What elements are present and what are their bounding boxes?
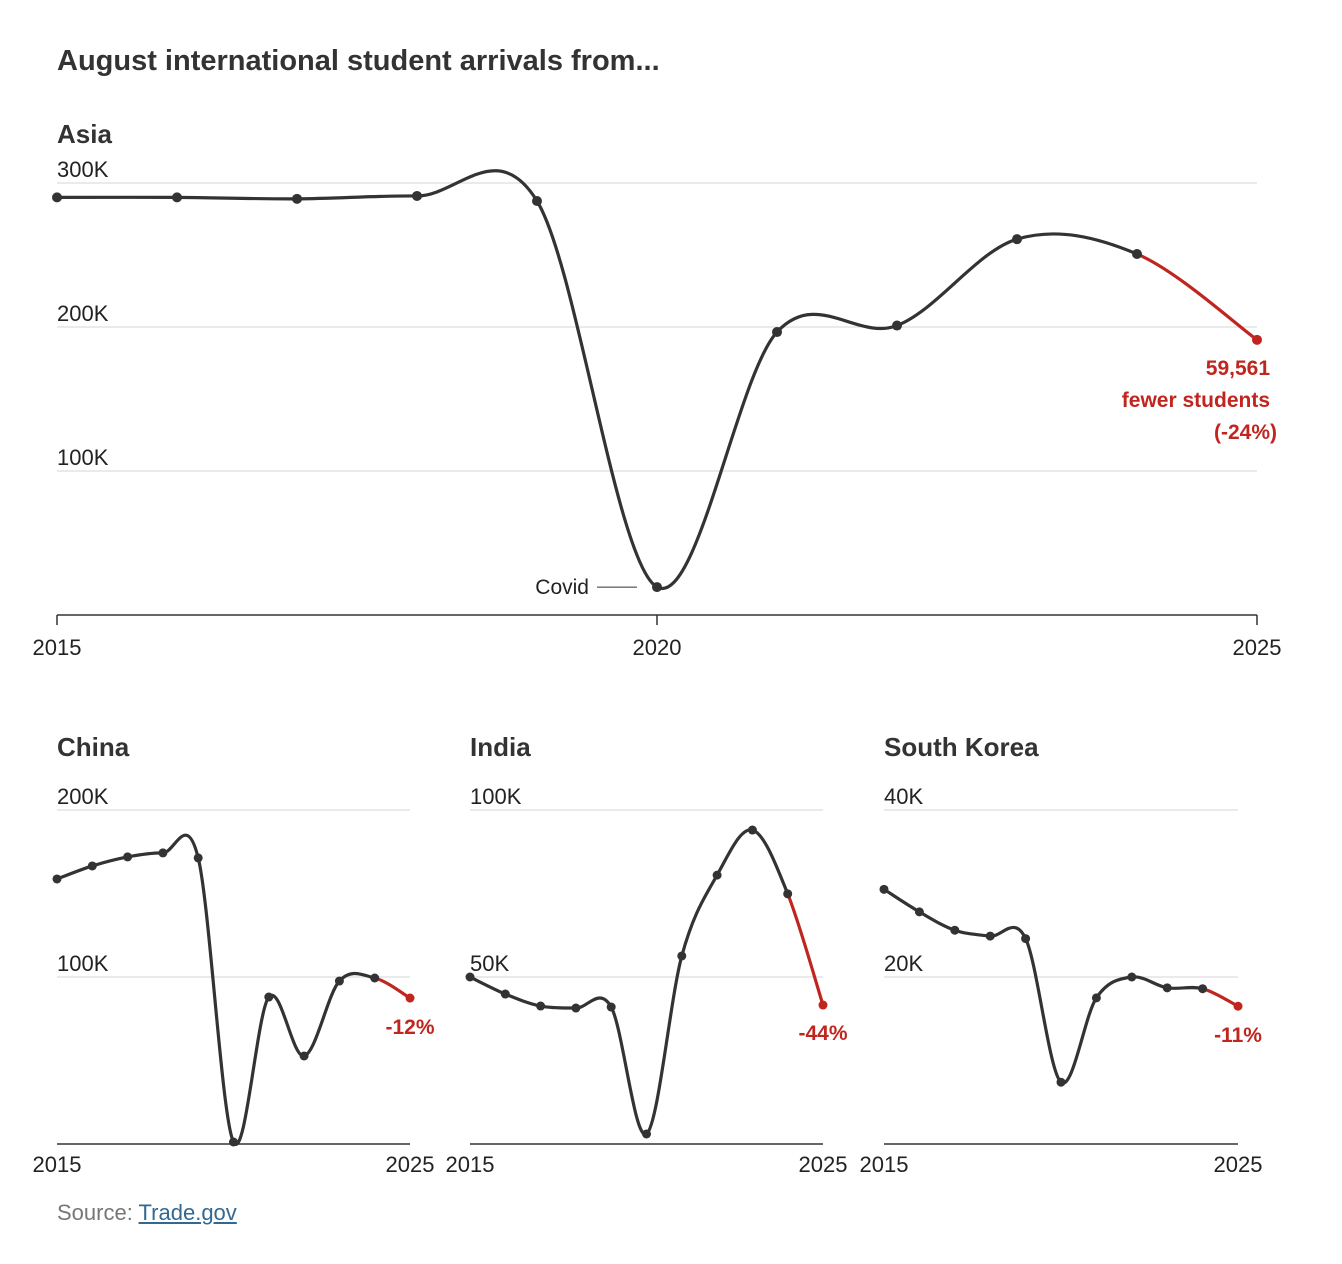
x-tick-label: 2015 bbox=[860, 1152, 909, 1177]
data-point-2015 bbox=[52, 874, 62, 884]
source-label: Source: bbox=[57, 1200, 133, 1225]
data-point-2021 bbox=[772, 327, 782, 338]
change-annotation: -12% bbox=[385, 1016, 434, 1039]
data-point-2025 bbox=[405, 993, 415, 1003]
data-point-2025 bbox=[818, 1000, 828, 1010]
data-point-2019 bbox=[606, 1002, 616, 1012]
data-point-2022 bbox=[892, 320, 902, 331]
panel-asia: Asia 100K 200K 300K 2015 2020 2025 59,561 fewer … bbox=[33, 119, 1282, 660]
panel-south-korea: South Korea 20K 40K 2015 2025 -11% bbox=[860, 732, 1263, 1177]
change-annotation: -44% bbox=[798, 1022, 847, 1045]
y-tick-label: 100K bbox=[57, 445, 109, 470]
data-point-2016 bbox=[500, 989, 510, 999]
data-point-2017 bbox=[292, 193, 302, 204]
y-tick-label: 100K bbox=[470, 784, 522, 809]
data-point-2021 bbox=[677, 951, 687, 961]
data-point-2019 bbox=[193, 853, 203, 863]
data-point-2017 bbox=[950, 925, 960, 935]
series-line bbox=[56, 833, 376, 1146]
x-tick-label: 2025 bbox=[1233, 635, 1282, 660]
y-tick-label: 20K bbox=[884, 951, 923, 976]
data-point-2015 bbox=[879, 884, 889, 894]
y-tick-label: 40K bbox=[884, 784, 923, 809]
data-point-2018 bbox=[985, 931, 995, 941]
x-tick-label: 2025 bbox=[1214, 1152, 1263, 1177]
data-point-2022 bbox=[299, 1051, 309, 1061]
x-tick-label: 2015 bbox=[446, 1152, 495, 1177]
decline-segment bbox=[1202, 987, 1239, 1008]
chart-title: August international student arrivals fr… bbox=[57, 45, 660, 77]
data-point-2022 bbox=[1127, 972, 1137, 982]
data-point-2023 bbox=[1012, 234, 1022, 245]
data-point-2019 bbox=[532, 196, 542, 206]
data-point-2020 bbox=[1056, 1077, 1066, 1087]
data-point-2022 bbox=[712, 870, 722, 880]
y-tick-label: 200K bbox=[57, 784, 109, 809]
data-point-2023 bbox=[747, 825, 757, 835]
series-line bbox=[469, 828, 790, 1136]
series-line bbox=[56, 169, 1138, 591]
decline-segment bbox=[786, 893, 825, 1006]
series-line bbox=[883, 887, 1204, 1085]
panel-title: India bbox=[470, 732, 531, 762]
panel-title: China bbox=[57, 732, 130, 762]
data-point-2024 bbox=[1198, 984, 1208, 994]
data-point-2017 bbox=[123, 852, 133, 862]
data-point-2019 bbox=[1021, 934, 1031, 944]
data-point-2016 bbox=[87, 861, 97, 871]
x-tick-label: 2025 bbox=[799, 1152, 848, 1177]
data-point-2015 bbox=[52, 192, 62, 203]
data-point-2025 bbox=[1252, 334, 1262, 345]
data-point-2020 bbox=[642, 1129, 651, 1139]
data-point-2020 bbox=[652, 582, 662, 593]
y-tick-label: 50K bbox=[470, 951, 509, 976]
panel-india: India 50K 100K 2015 2025 -44% bbox=[446, 732, 848, 1177]
x-tick-label: 2025 bbox=[386, 1152, 435, 1177]
decline-segment bbox=[374, 976, 411, 1000]
x-tick-label: 2020 bbox=[633, 635, 682, 660]
x-tick-label: 2015 bbox=[33, 635, 82, 660]
data-point-2020 bbox=[229, 1137, 238, 1147]
panel-china: China 100K 200K 2015 2025 -12% bbox=[33, 732, 435, 1177]
source-link[interactable]: Trade.gov bbox=[138, 1200, 237, 1225]
data-point-2015 bbox=[465, 972, 475, 982]
data-point-2018 bbox=[158, 848, 168, 858]
covid-annotation: Covid bbox=[535, 576, 589, 599]
y-tick-label: 100K bbox=[57, 951, 109, 976]
y-tick-label: 300K bbox=[57, 157, 109, 182]
y-tick-label: 200K bbox=[57, 301, 109, 326]
panel-title: South Korea bbox=[884, 732, 1039, 762]
change-annotation: (-24%) bbox=[1214, 421, 1277, 444]
data-point-2023 bbox=[1162, 983, 1172, 993]
data-point-2024 bbox=[1132, 248, 1142, 259]
change-annotation: fewer students bbox=[1122, 389, 1270, 412]
data-point-2016 bbox=[914, 907, 924, 917]
data-point-2024 bbox=[370, 973, 380, 983]
decline-segment bbox=[1136, 252, 1258, 342]
panel-title: Asia bbox=[57, 119, 112, 149]
data-point-2025 bbox=[1233, 1001, 1243, 1011]
data-point-2018 bbox=[571, 1003, 581, 1013]
data-point-2023 bbox=[334, 976, 344, 986]
change-annotation: 59,561 bbox=[1206, 357, 1271, 380]
data-point-2021 bbox=[1091, 993, 1101, 1003]
change-annotation: -11% bbox=[1214, 1024, 1262, 1047]
source-note: Source: Trade.gov bbox=[57, 1200, 237, 1226]
data-point-2024 bbox=[783, 889, 793, 899]
x-tick-label: 2015 bbox=[33, 1152, 82, 1177]
data-point-2018 bbox=[412, 190, 422, 201]
data-point-2017 bbox=[536, 1001, 546, 1011]
data-point-2021 bbox=[264, 992, 274, 1002]
data-point-2016 bbox=[172, 192, 182, 203]
